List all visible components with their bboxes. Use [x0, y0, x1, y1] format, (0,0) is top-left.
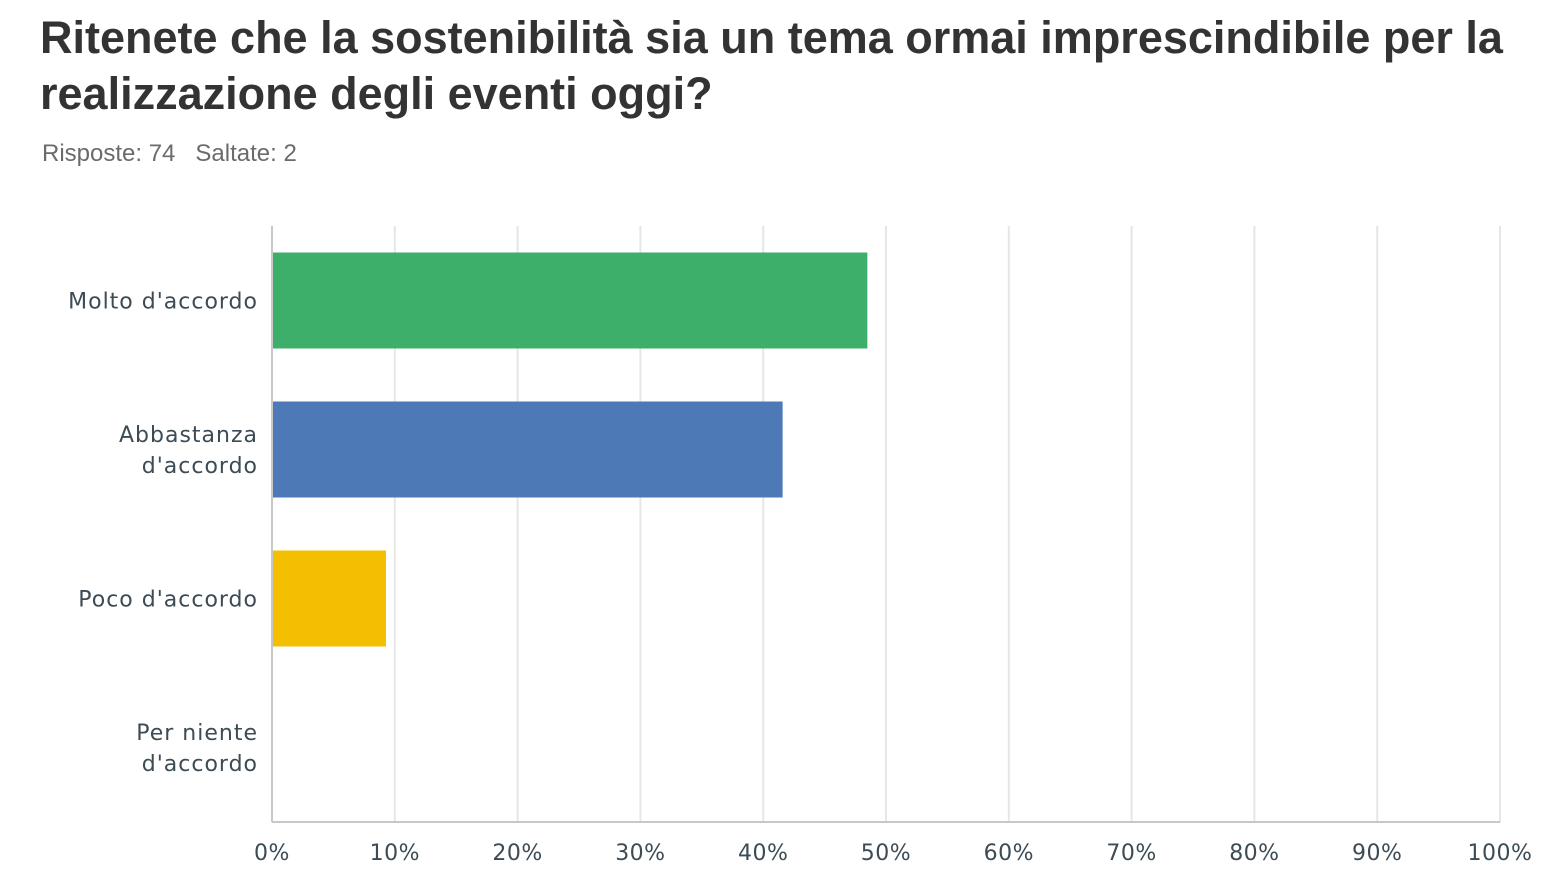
bar: [273, 252, 868, 349]
x-tick-label: 0%: [254, 841, 290, 866]
x-tick-label: 90%: [1352, 841, 1402, 866]
tick-labels: 0% 10% 20% 30% 40% 50% 60% 70% 80% 90% 100%: [254, 841, 1532, 866]
x-tick-label: 30%: [615, 841, 665, 866]
x-tick-label: 20%: [492, 841, 542, 866]
x-tick-label: 40%: [738, 841, 788, 866]
response-stats: Risposte: 74 Saltate: 2: [42, 140, 297, 168]
category-label: Molto d'accordo: [68, 290, 258, 315]
x-tick-label: 10%: [370, 841, 420, 866]
skipped-count: Saltate: 2: [195, 140, 297, 167]
category-label: Per niente: [136, 721, 258, 746]
gridlines: [393, 226, 1501, 822]
x-tick-label: 50%: [861, 841, 911, 866]
category-label: d'accordo: [142, 454, 258, 479]
category-labels: Molto d'accordo Abbastanza d'accordo Poco d…: [68, 290, 258, 778]
x-tick-label: 70%: [1106, 841, 1156, 866]
x-tick-label: 80%: [1229, 841, 1279, 866]
bar: [273, 550, 386, 647]
x-tick-label: 60%: [984, 841, 1034, 866]
chart-title: Ritenete che la sostenibilità sia un tem…: [40, 12, 1503, 119]
x-tick-label: 100%: [1468, 841, 1533, 866]
axes: [271, 226, 1500, 823]
category-label: Poco d'accordo: [78, 588, 258, 613]
category-label: Abbastanza: [119, 423, 258, 448]
category-label: d'accordo: [142, 752, 258, 777]
responses-count: Risposte: 74: [42, 140, 176, 167]
bars: [273, 252, 868, 647]
bar: [273, 401, 783, 498]
